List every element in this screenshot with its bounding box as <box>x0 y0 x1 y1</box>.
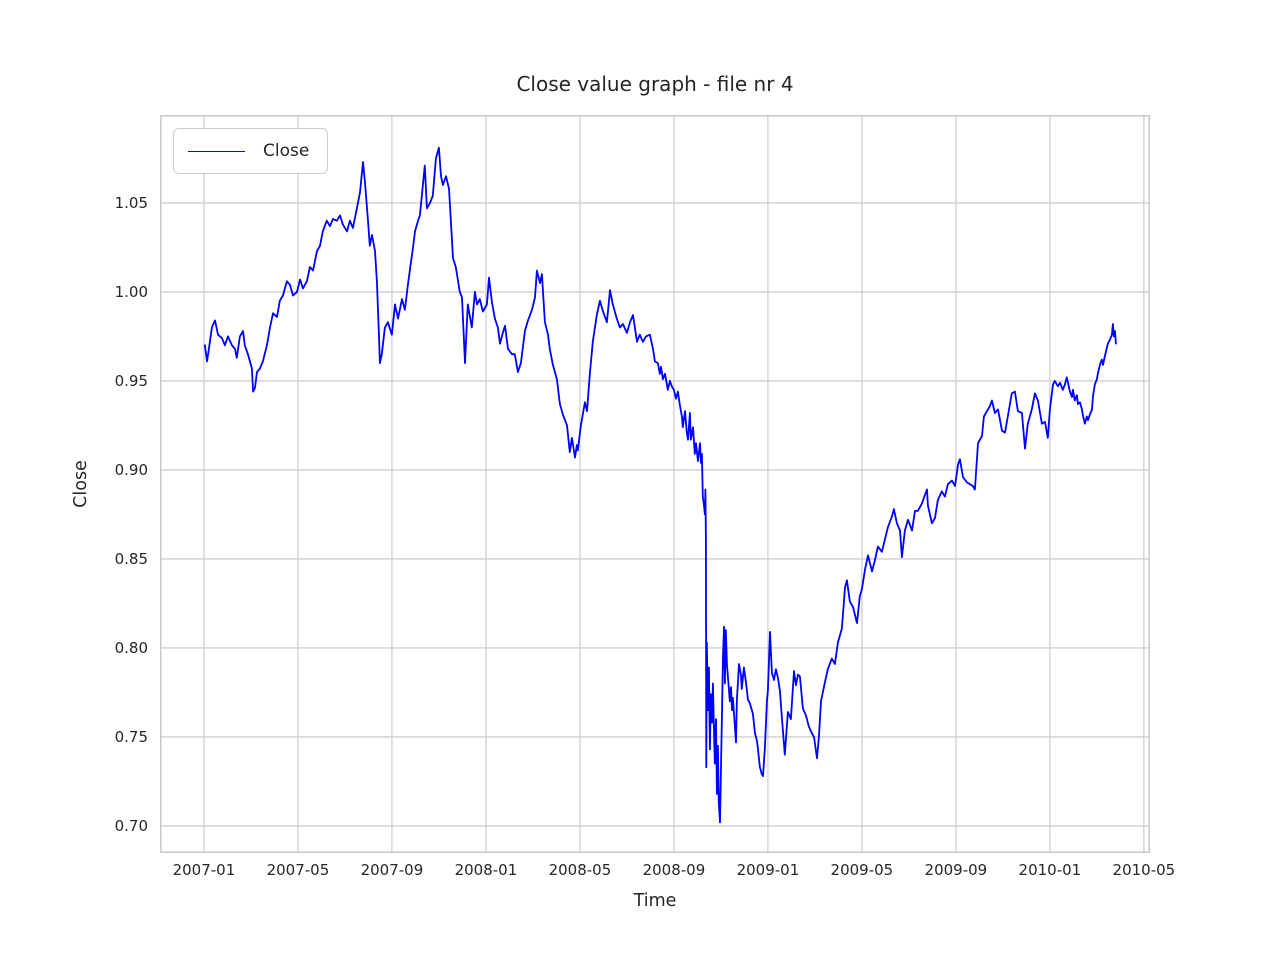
y-tick-label: 0.85 <box>114 549 148 568</box>
chart-title: Close value graph - file nr 4 <box>516 72 794 96</box>
x-tick-label: 2009-09 <box>924 861 988 879</box>
x-tick-label: 2009-01 <box>736 861 800 879</box>
x-axis-label: Time <box>633 891 677 911</box>
x-tick-label: 2009-05 <box>830 861 894 879</box>
legend-line-swatch <box>188 150 245 152</box>
x-tick-label: 2007-01 <box>172 861 236 879</box>
plot-border <box>160 115 1150 853</box>
y-tick-label: 0.80 <box>114 638 148 657</box>
x-tick-label: 2007-09 <box>360 861 424 879</box>
x-tick-label: 2008-09 <box>642 861 706 879</box>
series-line-close <box>204 146 1117 824</box>
y-tick-label: 1.00 <box>114 282 148 301</box>
x-tick-label: 2008-05 <box>548 861 612 879</box>
y-tick-label: 0.90 <box>114 460 148 479</box>
legend-label: Close <box>263 141 310 161</box>
y-tick-label: 0.95 <box>114 371 148 390</box>
y-tick-label: 0.70 <box>114 816 148 835</box>
x-tick-label: 2010-05 <box>1112 861 1176 879</box>
y-tick-label: 1.05 <box>114 193 148 212</box>
y-tick-label: 0.75 <box>114 727 148 746</box>
plot-area <box>160 115 1150 853</box>
x-tick-label: 2010-01 <box>1018 861 1082 879</box>
x-tick-label: 2007-05 <box>266 861 330 879</box>
legend: Close <box>173 128 329 174</box>
plot-canvas <box>160 115 1150 853</box>
y-axis-label: Close <box>71 460 91 508</box>
x-tick-label: 2008-01 <box>454 861 518 879</box>
